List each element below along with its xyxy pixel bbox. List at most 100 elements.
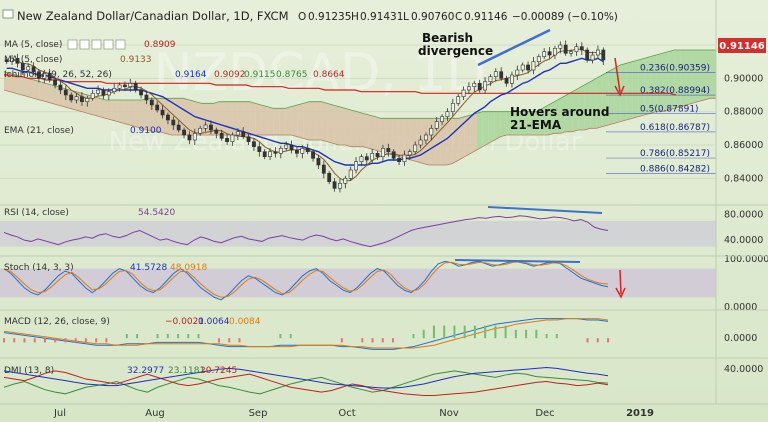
candle-up	[553, 48, 557, 56]
time-tick-label: Oct	[338, 408, 355, 419]
cloud-segment	[303, 101, 310, 140]
candle-up	[203, 124, 208, 129]
candle	[90, 89, 95, 101]
cloud-segment	[482, 111, 489, 147]
close-value: 0.91146	[464, 11, 508, 23]
cloud-segment	[219, 101, 226, 135]
cloud-segment	[39, 81, 46, 102]
change-value: −0.00089 (−0.10%)	[512, 11, 618, 23]
cloud-span-a	[3, 49, 716, 119]
candle	[182, 127, 186, 139]
candle-down	[397, 158, 401, 162]
candle	[112, 83, 117, 95]
indicator-settings-icon[interactable]	[115, 39, 126, 50]
cloud-segment	[243, 101, 250, 135]
candle	[58, 81, 63, 95]
candle	[295, 147, 299, 158]
candle-up	[343, 178, 348, 184]
cloud-segment	[590, 78, 597, 129]
indicator-buttons[interactable]	[67, 39, 126, 50]
candle-down	[31, 66, 36, 72]
candle-down	[547, 51, 552, 56]
cloud-segment	[368, 115, 375, 150]
candle	[391, 149, 396, 161]
candle	[515, 65, 520, 80]
candle-down	[262, 151, 267, 157]
candle	[74, 93, 79, 104]
chart-header: New Zealand Dollar/Canadian Dollar, 1D, …	[2, 9, 618, 23]
cloud-segment	[404, 118, 411, 160]
indicator-settings-icon[interactable]	[79, 39, 90, 50]
candle-up	[284, 144, 289, 149]
candle-down	[391, 151, 396, 159]
cloud-span-b	[3, 89, 716, 166]
candle	[445, 108, 450, 121]
candle	[155, 101, 160, 113]
candle-down	[176, 124, 181, 131]
candle-down	[585, 49, 590, 61]
candle	[284, 141, 289, 151]
collapse-icon[interactable]	[2, 9, 14, 19]
cloud-segment	[4, 71, 10, 92]
candle-up	[42, 73, 47, 79]
cloud-segment	[213, 101, 220, 135]
stoch-k-value: 41.5728	[130, 263, 167, 273]
candle-down	[579, 46, 584, 51]
candle	[171, 116, 176, 130]
candle-down	[182, 129, 186, 136]
down-arrow-icon	[615, 269, 626, 299]
candle-down	[289, 144, 294, 151]
candle-down	[225, 138, 229, 142]
ichimoku-value-4: 0.8765	[276, 70, 308, 80]
dmi-value-2: 23.1181	[168, 366, 205, 376]
oscillator-tick-label: 40.0000	[724, 235, 763, 246]
candle	[467, 82, 471, 95]
candle-up	[26, 66, 31, 71]
cloud-segment	[578, 85, 585, 130]
candle	[526, 61, 530, 74]
candle-up	[300, 148, 305, 154]
candle-down	[123, 84, 127, 87]
candle	[225, 133, 229, 145]
candle	[106, 88, 111, 100]
cloud-segment	[572, 88, 579, 132]
cloud-segment	[398, 118, 405, 159]
indicator-settings-icon[interactable]	[103, 39, 114, 50]
indicator-settings-icon[interactable]	[91, 39, 102, 50]
candle	[413, 141, 418, 155]
price-tick-label: 0.90000	[724, 73, 763, 84]
macd-value-2: 0.0064	[198, 317, 230, 327]
candle-down	[246, 136, 251, 142]
ichimoku-value-3: 0.9115	[244, 70, 276, 80]
candle-down	[69, 94, 74, 101]
candle-down	[101, 89, 106, 96]
candle	[31, 62, 36, 75]
candle	[520, 62, 525, 73]
macd-value-1: −0.0021	[165, 317, 204, 327]
candle-up	[413, 144, 418, 152]
candle-up	[461, 89, 466, 97]
candle-down	[316, 158, 321, 166]
ma200-line	[4, 74, 677, 96]
fib-label: 0.786(0.85217)	[640, 149, 710, 159]
indicator-settings-icon[interactable]	[67, 39, 78, 50]
cloud-segment	[380, 118, 387, 154]
time-tick-label: Sep	[249, 408, 268, 419]
candle	[343, 175, 348, 189]
bearish-divergence-trendline	[477, 28, 551, 67]
candle	[117, 82, 122, 92]
candle-up	[85, 98, 90, 102]
candle	[37, 69, 41, 83]
cloud-segment	[710, 50, 716, 99]
candle-down	[273, 151, 278, 154]
cloud-segment	[548, 101, 555, 135]
candle-down	[166, 114, 170, 121]
candle-up	[558, 44, 563, 49]
ma2-label: MA (5, close)	[4, 55, 62, 65]
candle-up	[381, 148, 385, 157]
cloud-segment	[189, 100, 196, 135]
candle	[375, 150, 380, 160]
candle-up	[483, 81, 487, 91]
cloud-segment	[237, 101, 244, 135]
candle-up	[407, 151, 412, 156]
